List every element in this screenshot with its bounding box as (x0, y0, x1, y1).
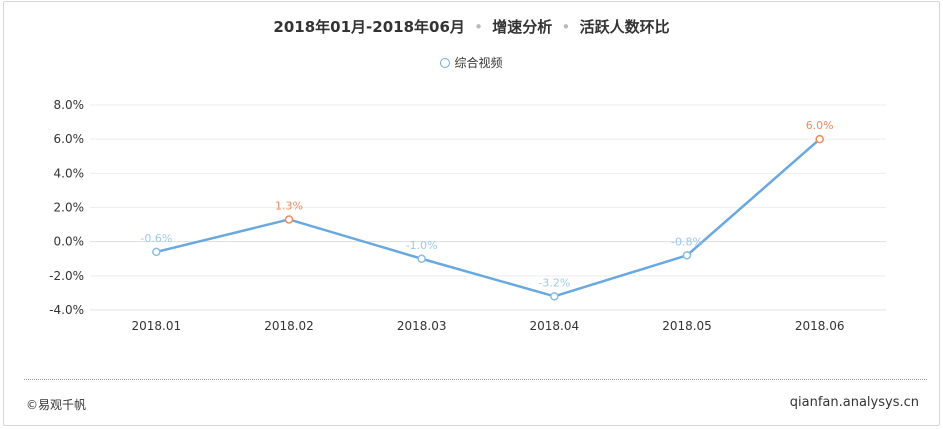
y-tick-label: 0.0% (54, 235, 85, 249)
data-label: -3.2% (538, 276, 570, 289)
chart-legend: 综合视频 (4, 54, 939, 71)
y-tick-label: 2.0% (54, 201, 85, 215)
y-tick-label: -2.0% (49, 269, 84, 283)
data-label: -1.0% (406, 239, 438, 252)
y-tick-label: 8.0% (54, 98, 85, 112)
y-tick-label: 4.0% (54, 166, 85, 180)
data-label: 6.0% (806, 119, 834, 132)
x-tick-label: 2018.05 (662, 319, 712, 333)
legend-circle-icon (440, 57, 451, 68)
y-tick-label: -4.0% (49, 303, 84, 317)
data-point (815, 134, 824, 144)
title-separator-1: • (474, 18, 483, 36)
data-point (417, 254, 426, 263)
x-tick-label: 2018.02 (264, 319, 314, 333)
chart-panel: 2018年01月-2018年06月 • 增速分析 • 活跃人数环比 综合视频 8… (3, 1, 940, 426)
title-metric: 活跃人数环比 (579, 18, 670, 36)
data-point (682, 251, 692, 260)
footer-site[interactable]: qianfan.analysys.cn (789, 395, 919, 410)
chart-title: 2018年01月-2018年06月 • 增速分析 • 活跃人数环比 (4, 16, 939, 37)
footer-divider (24, 379, 927, 380)
footer-copyright: ©易观千帆 (26, 398, 87, 412)
title-separator-2: • (561, 18, 571, 36)
data-label: -0.8% (671, 235, 703, 248)
line-chart: 8.0% 6.0% 4.0% 2.0% 0.0% -2.0% -4.0% 2018.01 201… (49, 98, 886, 333)
data-point (152, 247, 161, 257)
title-section: 增速分析 (492, 18, 553, 36)
x-tick-label: 2018.06 (795, 319, 845, 333)
data-label: -0.6% (140, 232, 172, 245)
title-range: 2018年01月-2018年06月 (273, 18, 465, 36)
y-tick-label: 6.0% (54, 132, 85, 146)
legend-label: 综合视频 (454, 56, 503, 70)
x-tick-label: 2018.04 (530, 319, 580, 333)
x-tick-label: 2018.03 (397, 319, 447, 333)
series-line (156, 138, 821, 298)
legend-item-series[interactable]: 综合视频 (440, 54, 503, 71)
x-tick-label: 2018.01 (132, 319, 182, 333)
data-point (284, 215, 294, 224)
data-point (550, 292, 559, 301)
data-label: 1.3% (275, 199, 303, 212)
